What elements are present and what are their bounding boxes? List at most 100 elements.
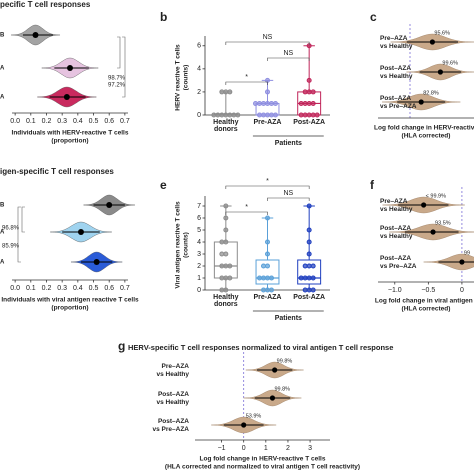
y-tick-label: 6 (197, 43, 201, 50)
x-tick-label: −1 (218, 445, 226, 452)
data-point (269, 112, 274, 118)
data-point (223, 251, 229, 257)
x-axis-label: Individuals with viral antigen reactive … (1, 297, 139, 304)
x-tick-label: 0.4 (73, 118, 83, 125)
y-axis-label: (counts) (183, 65, 190, 91)
data-point (219, 287, 225, 293)
y-axis-label: HERV reactive T cells (175, 44, 182, 111)
probability-label: 97.2% (108, 83, 126, 89)
x-tick-label: −1.0 (388, 287, 402, 294)
text-line: vs Pre–AZA (153, 426, 190, 433)
x-tick-label: 0.5 (89, 285, 99, 292)
text-line: Post–AZA (380, 65, 411, 72)
x-axis-label: Log fold change in HERV-reactive T cells (200, 456, 326, 463)
x-tick-label: 0.2 (42, 285, 52, 292)
data-point (219, 89, 225, 95)
text-line: vs Pre–AZA (380, 103, 417, 110)
text-line: vs Pre–AZA (380, 263, 417, 270)
text-line: vs Healthy (380, 233, 413, 240)
data-point (306, 275, 312, 281)
data-point (306, 77, 312, 83)
row-label: Post–AZA vs Pre–AZA (380, 95, 417, 110)
text-line: Post–AZA (158, 391, 189, 398)
x-tick-label: 0.1 (26, 285, 36, 292)
data-point (219, 251, 225, 257)
data-point (215, 112, 221, 118)
bracket (21, 206, 25, 233)
significance-bracket (267, 197, 310, 201)
data-point (219, 263, 225, 269)
data-point (306, 112, 312, 118)
row-label: B (0, 203, 5, 209)
data-point (235, 112, 241, 118)
data-point (302, 100, 308, 106)
row-label: Pre–AZA vs Healthy (380, 35, 413, 50)
row-label: Post–AZA vs Healthy (380, 65, 413, 80)
data-point (306, 239, 312, 245)
data-point (306, 100, 312, 106)
text-line: Post-AZA (293, 294, 325, 301)
probability-label: 99 (464, 250, 470, 256)
data-point (223, 263, 229, 269)
x-tick-label: Post-AZA (293, 119, 325, 126)
row-label: A (0, 95, 5, 101)
y-tick-label: 4 (197, 66, 201, 73)
x-axis-label: (HLA corrected) (402, 133, 451, 140)
panel-label: f (370, 178, 375, 192)
data-point (257, 275, 262, 281)
data-point (310, 89, 316, 95)
probability-label: 99.8% (274, 386, 290, 392)
x-tick-label: 3 (308, 445, 312, 452)
row-label: Post–AZA vs Pre–AZA (380, 255, 417, 270)
data-point (306, 263, 312, 269)
group-label: Patients (275, 140, 302, 147)
text-line: vs Healthy (380, 43, 413, 50)
probability-label: < 99.9% (426, 193, 446, 199)
panel-title: igen-specific T cell responses (0, 167, 114, 176)
data-point (269, 287, 274, 293)
significance-bracket (225, 81, 268, 85)
x-tick-label: 0.0 (10, 285, 20, 292)
probability-label: 96.8% (2, 226, 20, 232)
text-line: vs Healthy (380, 73, 413, 80)
data-point (261, 100, 266, 106)
point-estimate (418, 99, 424, 105)
x-tick-label: 0.3 (57, 285, 67, 292)
point-estimate (241, 422, 247, 428)
probability-label: 99.6% (442, 60, 458, 66)
point-estimate (269, 395, 276, 401)
x-tick-label: 0.7 (120, 118, 130, 125)
data-point (223, 112, 229, 118)
data-point (269, 100, 274, 106)
probability-label: 95.6% (434, 30, 450, 36)
row-label: A (0, 230, 5, 236)
x-axis-label: (HLA corrected and normalized to viral a… (165, 464, 360, 471)
x-tick-label: Healthy donors (213, 294, 238, 308)
data-point (253, 100, 258, 106)
x-tick-label: 0.3 (57, 118, 67, 125)
significance-bracket (225, 41, 310, 45)
row-label: Pre–AZA vs Healthy (380, 198, 413, 213)
data-point (223, 239, 229, 245)
data-point (306, 227, 312, 233)
x-tick-label: 2 (286, 445, 290, 452)
text-line: Post–AZA (380, 225, 411, 232)
text-line: Pre-AZA (253, 119, 281, 126)
data-point (310, 112, 316, 118)
data-point (227, 275, 233, 281)
x-axis-label: (proportion) (51, 305, 88, 312)
data-point (273, 100, 278, 106)
point-estimate (77, 229, 84, 235)
data-point (298, 112, 304, 118)
data-point (302, 263, 308, 269)
data-point (265, 215, 270, 221)
row-label: A (0, 260, 5, 266)
x-axis-label: Log fold change in viral antigen r (375, 298, 474, 305)
point-estimate (429, 39, 435, 45)
box (297, 259, 322, 285)
text-line: Pre–AZA (162, 363, 190, 370)
data-point (265, 239, 270, 245)
point-estimate (93, 259, 100, 265)
y-tick-label: 7 (197, 203, 201, 210)
data-point (227, 263, 233, 269)
